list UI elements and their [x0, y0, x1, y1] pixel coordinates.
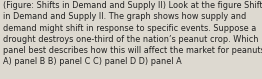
Text: (Figure: Shifts in Demand and Supply II) Look at the figure Shifts
in Demand and: (Figure: Shifts in Demand and Supply II)… — [3, 1, 262, 66]
